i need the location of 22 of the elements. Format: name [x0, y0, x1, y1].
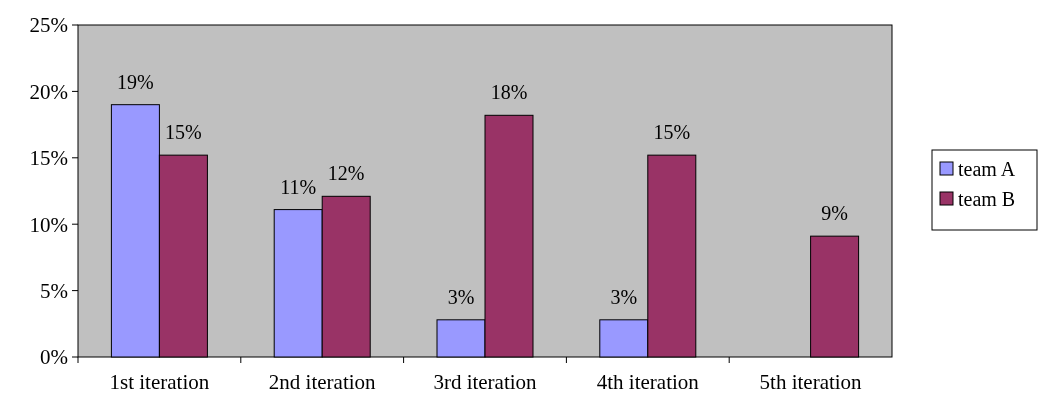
legend-label: team B — [958, 188, 1016, 210]
y-tick-label: 5% — [40, 278, 68, 303]
data-label: 15% — [165, 121, 202, 144]
data-label: 3% — [447, 285, 475, 308]
data-label: 3% — [610, 285, 638, 308]
y-tick-label: 0% — [40, 345, 68, 370]
x-tick-label: 5th iteration — [759, 370, 863, 394]
y-tick-label: 20% — [29, 79, 68, 104]
x-tick-label: 4th iteration — [596, 370, 700, 394]
x-tick-label: 1st iteration — [109, 370, 210, 394]
x-tick-label: 3rd iteration — [433, 370, 538, 394]
data-label: 18% — [490, 81, 528, 104]
data-label: 11% — [280, 175, 317, 198]
x-tick-label: 2nd iteration — [268, 370, 377, 394]
data-label: 15% — [653, 121, 691, 144]
data-label: 12% — [327, 162, 365, 185]
data-label: 9% — [821, 202, 848, 225]
data-label: 19% — [117, 70, 154, 93]
legend-label: team A — [958, 158, 1016, 180]
y-tick-label: 10% — [29, 212, 68, 237]
y-tick-label: 25% — [29, 13, 68, 38]
y-tick-label: 15% — [29, 146, 68, 171]
